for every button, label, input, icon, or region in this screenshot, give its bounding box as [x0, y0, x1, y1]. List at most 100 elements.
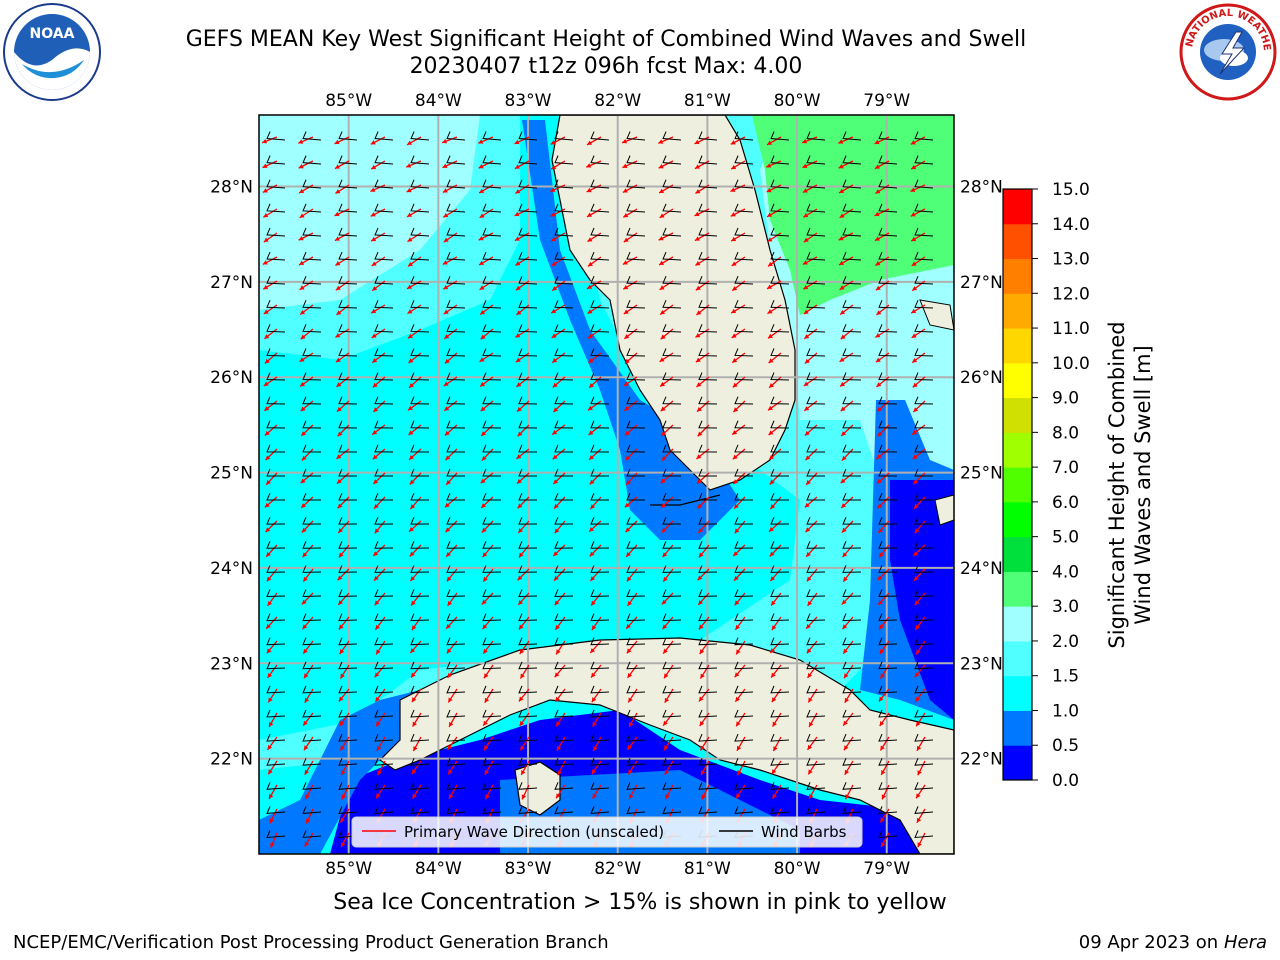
wind-barb-316	[698, 516, 718, 525]
wave-arrowhead-254	[516, 454, 522, 459]
wave-arrowhead-514	[305, 794, 310, 800]
wave-arrowhead-79	[371, 236, 377, 242]
wind-barb-347	[446, 565, 466, 573]
wind-barb-414	[806, 637, 826, 646]
wave-arrowhead-236	[552, 430, 558, 435]
wave-arrowhead-525	[701, 794, 707, 800]
wave-arrowhead-220	[660, 406, 666, 412]
wave-arrowhead-511	[881, 769, 886, 775]
wave-arrowhead-116	[335, 285, 341, 291]
wind-barb-364	[374, 589, 394, 597]
wind-barb-245	[878, 420, 898, 429]
wave-arrowhead-510	[844, 769, 850, 775]
wave-arrowhead-191	[300, 381, 306, 387]
wind-barb-321	[878, 516, 898, 525]
land-cuba	[379, 637, 954, 854]
wind-barb-260	[734, 444, 754, 453]
wind-barb-183	[698, 348, 718, 357]
wind-barb-457	[302, 709, 322, 718]
wind-barb-104	[590, 251, 610, 261]
colorbar-tick-label-8: 6.0	[1052, 493, 1079, 513]
wave-arrowhead-422	[411, 672, 416, 678]
wave-arrowhead-44	[479, 188, 485, 193]
wind-barb-31	[698, 155, 718, 165]
wave-arrowhead-352	[626, 576, 632, 582]
wind-barb-59	[338, 203, 358, 213]
wave-arrowhead-172	[299, 357, 305, 362]
wave-arrowhead-304	[265, 527, 271, 533]
wind-barb-224	[806, 396, 826, 405]
wave-arrowhead-374	[734, 600, 740, 606]
wind-barb-544	[698, 806, 718, 814]
wind-barb-271	[446, 468, 466, 477]
wind-barb-512	[914, 757, 934, 766]
wave-arrowhead-410	[663, 648, 668, 654]
wave-arrowhead-307	[374, 528, 380, 534]
wave-arrowhead-152	[264, 334, 270, 339]
wave-arrowhead-458	[339, 721, 345, 727]
wind-barb-328	[446, 541, 466, 549]
wind-barb-164	[698, 324, 718, 333]
wave-arrowhead-438	[304, 697, 310, 703]
wind-barb-15	[806, 131, 826, 141]
wind-barb-262	[806, 444, 826, 453]
wave-arrowhead-434	[843, 673, 849, 679]
wave-arrowhead-165	[731, 333, 737, 338]
wave-arrowhead-344	[337, 575, 343, 581]
wave-arrowhead-377	[841, 599, 847, 605]
footer-host: Hera	[1223, 932, 1267, 953]
wind-barb-101	[482, 251, 502, 261]
wind-barb-60	[374, 203, 394, 213]
wave-arrowhead-519	[485, 794, 490, 800]
wind-barb-333	[626, 541, 646, 549]
wind-barb-179	[554, 348, 574, 357]
wave-arrowhead-124	[623, 284, 629, 290]
wind-barb-186	[806, 348, 826, 357]
wave-arrowhead-452	[808, 697, 813, 703]
wind-barb-293	[554, 492, 574, 501]
wind-barb-230	[338, 420, 358, 429]
wind-barb-361	[266, 589, 286, 597]
wind-barb-103	[554, 251, 574, 261]
wind-barb-357	[806, 565, 826, 573]
wave-arrowhead-244	[841, 431, 847, 436]
wind-barb-37	[914, 155, 934, 165]
wave-arrowhead-279	[733, 479, 739, 484]
wave-arrowhead-197	[516, 382, 522, 387]
wind-barb-461	[446, 709, 466, 718]
wind-barb-97	[338, 251, 358, 261]
wave-arrowhead-176	[444, 358, 450, 364]
wave-arrowhead-338	[806, 551, 811, 557]
wave-arrowhead-153	[300, 334, 306, 340]
wind-barb-253	[482, 444, 502, 453]
wind-barb-432	[770, 661, 790, 670]
wind-barb-535	[374, 806, 394, 814]
wind-barb-95	[266, 251, 286, 261]
wave-arrowhead-275	[589, 479, 595, 485]
wind-barb-451	[770, 685, 790, 694]
wave-arrowhead-88	[694, 236, 700, 241]
wind-barb-273	[518, 468, 538, 477]
lat-label-left-6: 22°N	[210, 750, 253, 770]
wave-arrowhead-476	[303, 745, 309, 751]
lon-label-top-3: 82°W	[594, 91, 641, 111]
wind-barb-355	[734, 565, 754, 573]
wind-barb-495	[302, 757, 322, 766]
wind-barb-232	[410, 420, 430, 429]
wave-arrowhead-109	[768, 261, 773, 267]
wave-arrowhead-7	[514, 139, 520, 145]
wind-barb-252	[446, 444, 466, 453]
noaa-logo-icon: NOAA	[3, 3, 101, 101]
wave-arrowhead-312	[554, 528, 560, 534]
wind-barb-49	[662, 179, 682, 189]
wave-arrowhead-186	[804, 358, 810, 364]
wind-barb-299	[770, 492, 790, 501]
wave-arrowhead-70	[730, 212, 736, 217]
wave-arrowhead-45	[515, 189, 521, 194]
wind-barb-438	[302, 685, 322, 694]
wave-arrowhead-108	[731, 261, 737, 266]
wave-arrowhead-60	[370, 212, 376, 217]
wind-barb-170	[914, 324, 934, 333]
lon-label-top-6: 79°W	[863, 91, 910, 111]
wave-arrowhead-456	[269, 721, 274, 727]
